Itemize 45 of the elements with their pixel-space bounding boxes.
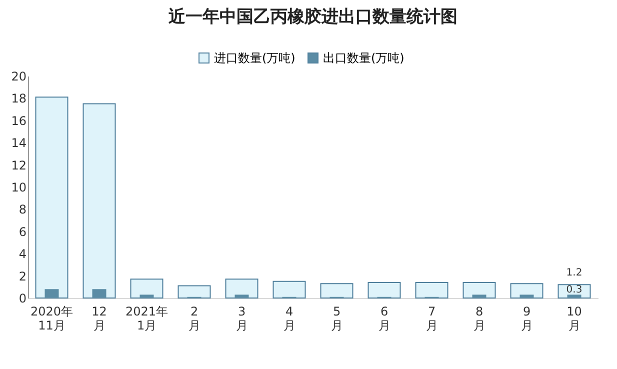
bar [320,283,354,298]
legend-label: 进口数量(万吨) [214,51,296,65]
bar [272,280,306,298]
x-tick-label: 2020年 11月 [30,304,74,332]
bar [520,294,534,298]
bar [225,278,258,298]
bar [130,278,164,298]
y-tick-label: 10 [11,180,26,194]
bar [92,289,106,298]
data-label: 1.2 [566,268,582,279]
y-tick-label: 16 [11,114,26,128]
chart-title: 近一年中国乙丙橡胶进出口数量统计图 [168,7,458,27]
y-tick-label: 20 [11,70,26,84]
y-tick-label: 18 [11,92,26,106]
x-tick-label: 3 月 [236,304,248,332]
x-tick-label: 8 月 [473,304,486,332]
y-tick-label: 2 [18,269,26,284]
x-tick-label: 6 月 [378,304,390,332]
bar [368,282,401,298]
bar [82,103,116,298]
bar [140,294,154,298]
x-tick-label: 5 月 [330,304,343,332]
bar [462,282,496,298]
bar [178,285,211,298]
bar [472,294,486,298]
bar [234,294,249,298]
data-label: 0.3 [566,284,582,296]
x-tick-label: 9 月 [520,304,533,332]
x-tick-label: 10 月 [566,304,582,332]
y-tick-label: 4 [18,247,26,262]
y-tick-label: 0 [18,292,26,306]
y-tick-label: 12 [11,158,26,172]
bar [44,289,59,298]
bar [567,294,582,298]
bar [35,96,68,298]
x-tick-label: 4 月 [283,304,296,332]
x-tick-label: 12 月 [92,304,107,332]
x-tick-label: 7 月 [426,304,438,332]
y-tick-label: 14 [11,136,26,150]
x-tick-label: 2 月 [188,304,200,332]
y-tick-label: 6 [18,224,26,239]
legend-label: 出口数量(万吨) [323,51,404,65]
x-tick-label: 2021年 1月 [125,304,168,332]
bar [415,282,448,298]
y-tick-label: 8 [18,202,26,217]
